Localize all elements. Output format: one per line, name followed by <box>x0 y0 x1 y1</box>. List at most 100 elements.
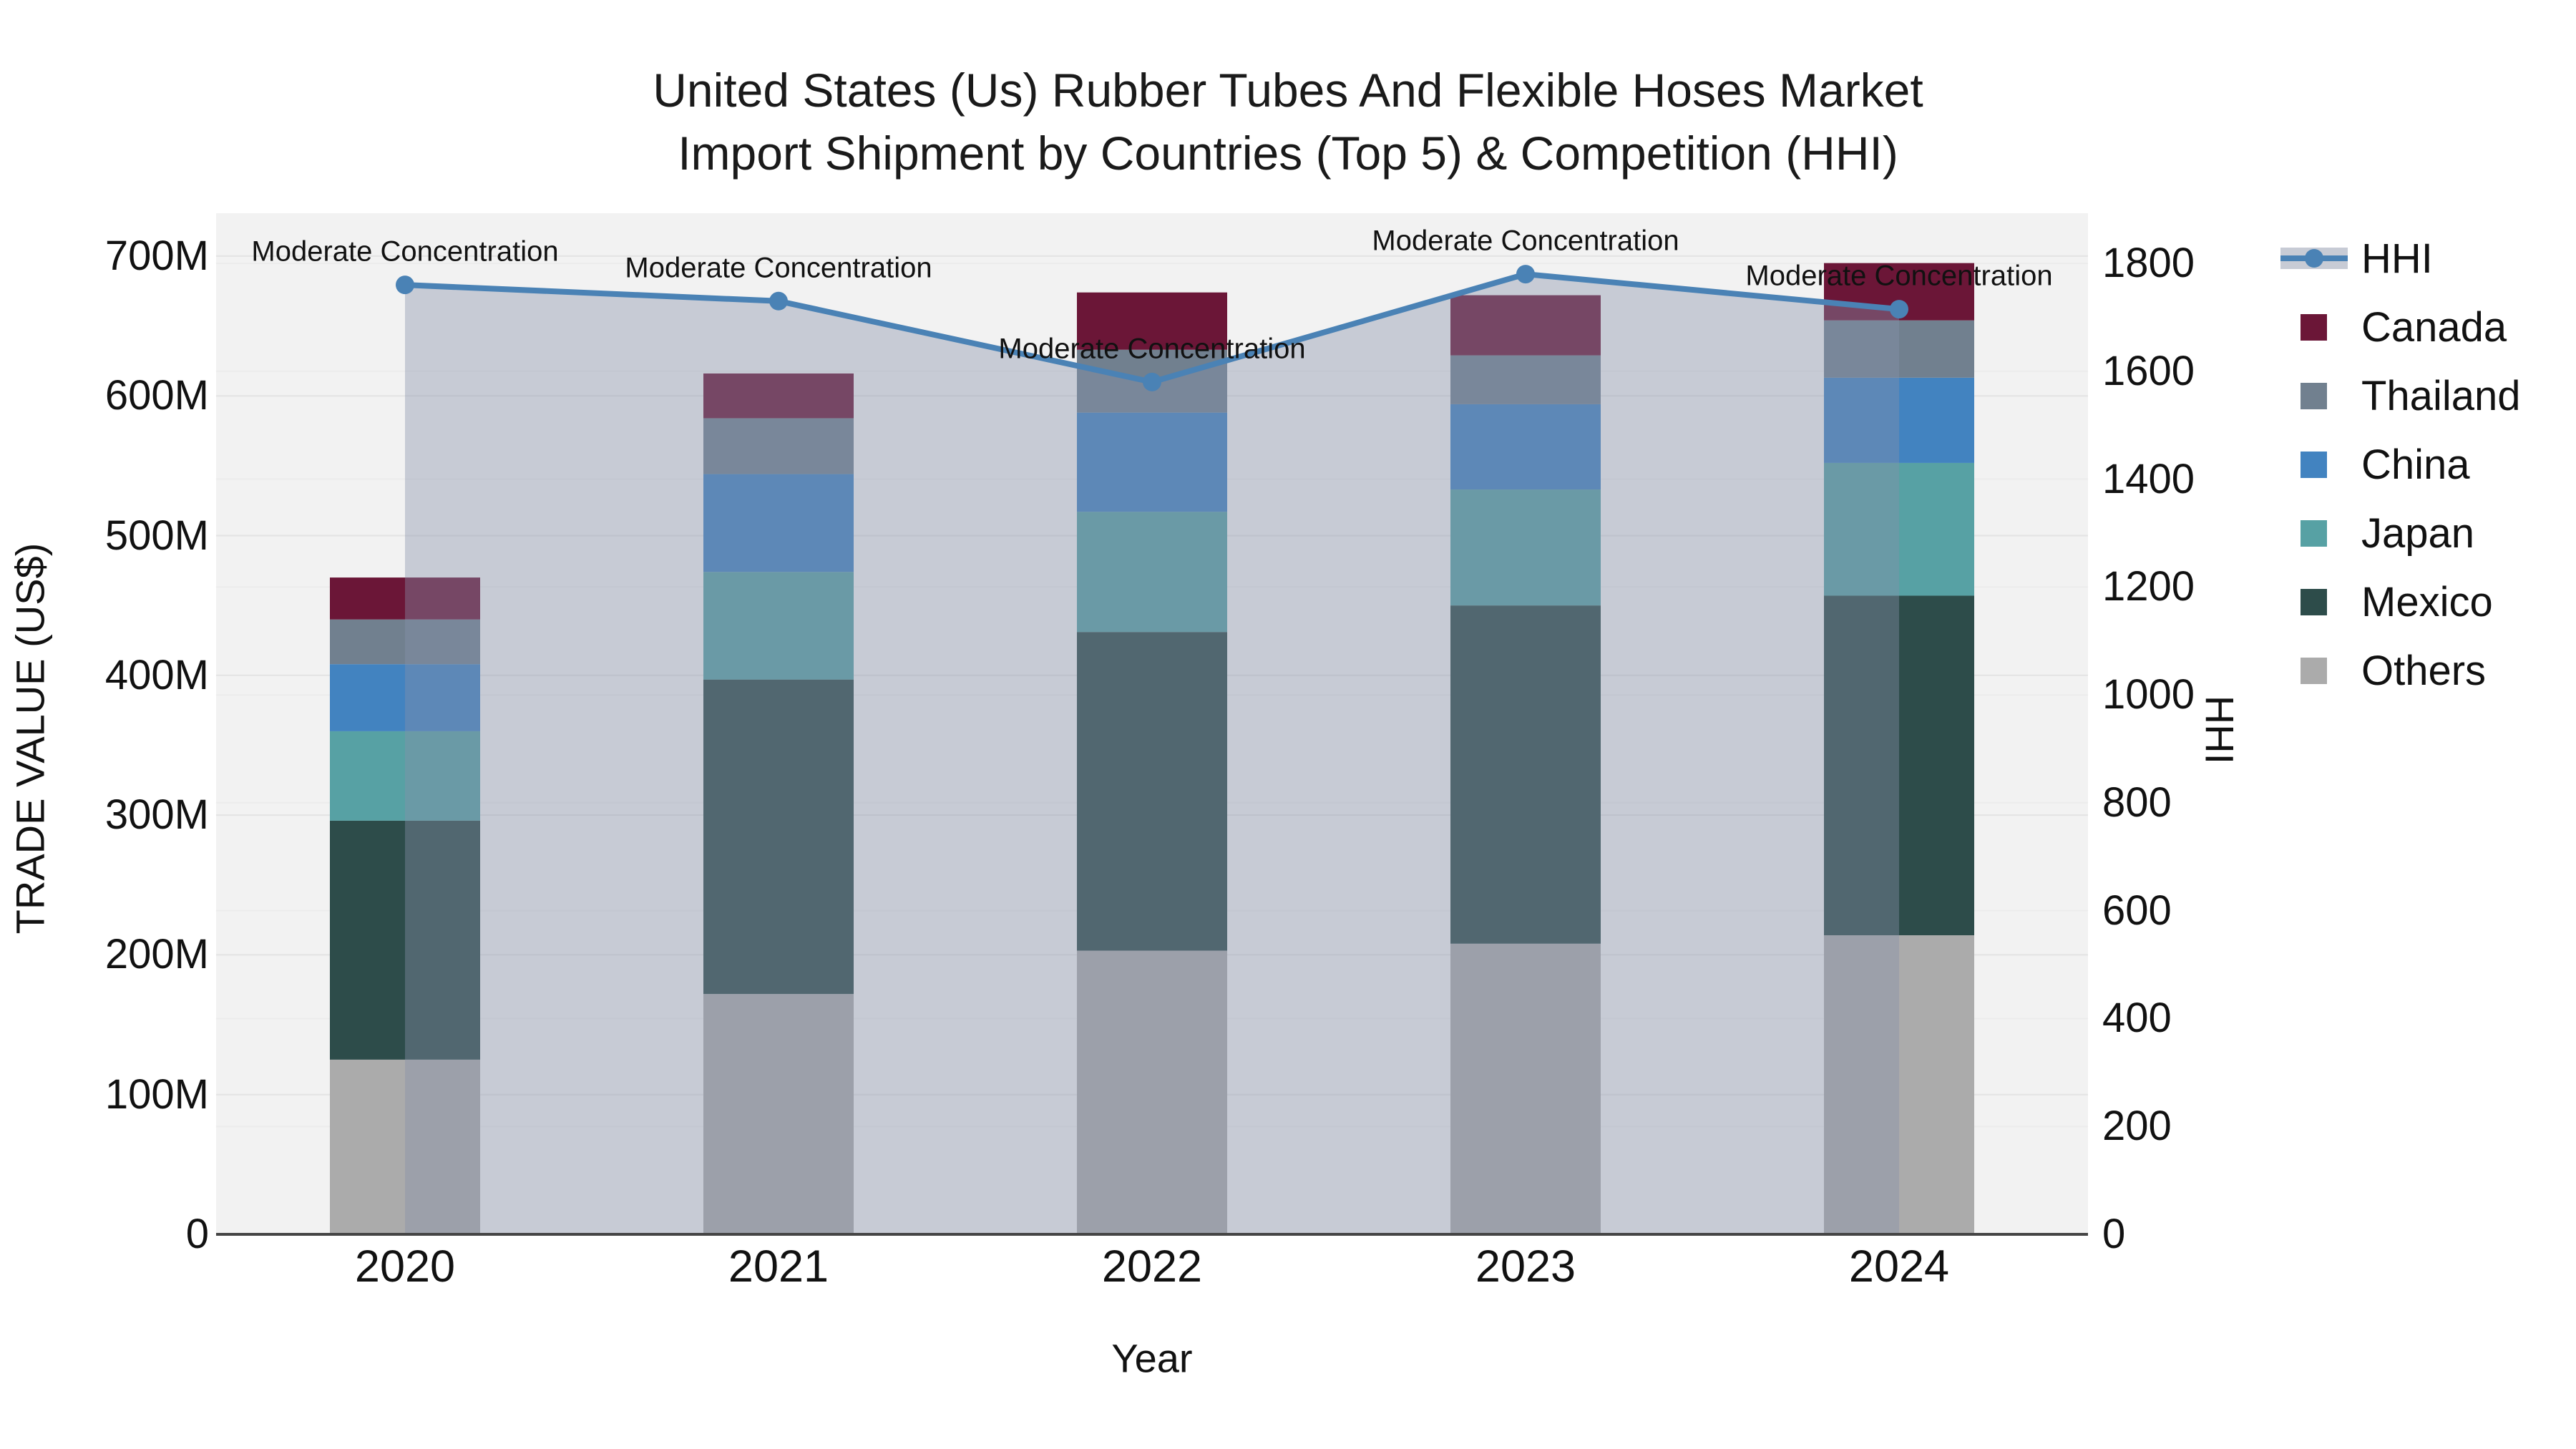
annotation-2020: Moderate Concentration <box>251 235 559 268</box>
hhi-legend-band <box>2280 248 2348 269</box>
legend-label-thailand: Thailand <box>2361 372 2521 419</box>
bar-segment-canada-2021 <box>703 373 854 419</box>
x-axis-title: Year <box>1111 1335 1193 1381</box>
legend-swatch-icon-japan <box>2301 519 2327 547</box>
bar-segment-canada-2023 <box>1450 295 1601 356</box>
bar-segment-others-2024 <box>1824 935 1974 1234</box>
bar-segment-thailand-2023 <box>1450 355 1601 404</box>
legend-label-hhi: HHI <box>2361 235 2433 282</box>
bar-segment-thailand-2024 <box>1824 320 1974 378</box>
bar-segment-thailand-2021 <box>703 418 854 474</box>
left-axis-tick-100M: 100M <box>104 1070 209 1118</box>
bar-segment-china-2022 <box>1077 412 1227 512</box>
left-axis-tick-700M: 700M <box>104 232 209 279</box>
hhi-point-2020 <box>396 275 414 295</box>
x-axis-tick-2023: 2023 <box>1475 1241 1576 1292</box>
right-axis-tick-400: 400 <box>2102 995 2172 1042</box>
bar-segment-canada-2022 <box>1077 292 1227 350</box>
right-axis-title: HHI <box>2197 695 2243 765</box>
hhi-point-2022 <box>1143 372 1161 391</box>
legend-item-china[interactable]: China <box>2279 430 2520 499</box>
x-axis-tick-2020: 2020 <box>354 1241 456 1292</box>
right-axis-tick-600: 600 <box>2102 887 2172 934</box>
legend-swatch-icon-china <box>2301 451 2327 478</box>
bar-segment-mexico-2022 <box>1077 632 1227 951</box>
bar-segment-japan-2021 <box>703 572 854 680</box>
right-axis-tick-1200: 1200 <box>2102 563 2195 610</box>
hhi-point-2024 <box>1890 300 1908 319</box>
left-axis-tick-600M: 600M <box>104 372 209 419</box>
legend-symbol-thailand <box>2279 382 2361 409</box>
legend-symbol-china <box>2279 451 2361 478</box>
legend-item-japan[interactable]: Japan <box>2279 499 2520 567</box>
bar-segment-thailand-2020 <box>330 619 480 665</box>
legend-item-hhi[interactable]: HHI <box>2279 224 2520 293</box>
bar-segment-mexico-2023 <box>1450 605 1601 944</box>
annotation-2021: Moderate Concentration <box>625 252 932 284</box>
bar-segment-japan-2020 <box>330 731 480 821</box>
bar-segment-china-2020 <box>330 664 480 731</box>
bar-segment-japan-2023 <box>1450 489 1601 606</box>
bar-segment-japan-2022 <box>1077 512 1227 633</box>
legend-label-canada: Canada <box>2361 303 2507 351</box>
right-axis-tick-0: 0 <box>2102 1211 2126 1257</box>
bar-segment-canada-2020 <box>330 577 480 620</box>
bar-segment-others-2022 <box>1077 950 1227 1234</box>
annotation-2023: Moderate Concentration <box>1372 225 1679 257</box>
left-axis-tick-200M: 200M <box>104 931 209 978</box>
bar-segment-china-2024 <box>1824 377 1974 463</box>
left-axis-title: TRADE VALUE (US$) <box>7 542 53 935</box>
hhi-legend-marker-icon <box>2305 249 2323 268</box>
bar-segment-others-2023 <box>1450 943 1601 1234</box>
right-axis-tick-1800: 1800 <box>2102 240 2195 286</box>
legend-symbol-others <box>2279 657 2361 684</box>
legend-symbol-hhi <box>2279 248 2361 269</box>
bar-segment-china-2021 <box>703 474 854 572</box>
legend-symbol-mexico <box>2279 588 2361 615</box>
bar-segment-china-2023 <box>1450 404 1601 490</box>
legend-symbol-canada <box>2279 313 2361 341</box>
legend-label-mexico: Mexico <box>2361 578 2493 625</box>
legend-symbol-japan <box>2279 519 2361 547</box>
x-axis-tick-2021: 2021 <box>728 1241 829 1292</box>
right-axis-tick-1000: 1000 <box>2102 671 2195 718</box>
hhi-point-2021 <box>769 291 788 311</box>
bar-segment-mexico-2020 <box>330 820 480 1060</box>
x-axis-tick-2024: 2024 <box>1848 1241 1950 1292</box>
bar-segment-mexico-2021 <box>703 679 854 995</box>
legend-swatch-icon-thailand <box>2301 382 2327 409</box>
left-axis-tick-300M: 300M <box>104 791 209 839</box>
x-axis-tick-2022: 2022 <box>1101 1241 1203 1292</box>
legend-label-others: Others <box>2361 647 2487 694</box>
legend-swatch-icon-mexico <box>2301 588 2327 615</box>
right-axis-tick-1400: 1400 <box>2102 455 2195 502</box>
legend-swatch-icon-canada <box>2301 313 2327 341</box>
right-axis-tick-1600: 1600 <box>2102 347 2195 394</box>
legend: HHI Canada Thailand China Japan Mexico Others <box>2279 224 2520 705</box>
legend-item-others[interactable]: Others <box>2279 636 2520 705</box>
legend-item-canada[interactable]: Canada <box>2279 293 2520 361</box>
bar-segment-others-2020 <box>330 1059 480 1234</box>
chart-title-line1: United States (Us) Rubber Tubes And Flex… <box>653 64 1923 117</box>
legend-label-japan: Japan <box>2361 509 2475 557</box>
legend-item-mexico[interactable]: Mexico <box>2279 567 2520 636</box>
left-axis-tick-500M: 500M <box>104 512 209 559</box>
chart-title: United States (Us) Rubber Tubes And Flex… <box>0 59 2576 185</box>
bar-segment-japan-2024 <box>1824 462 1974 596</box>
annotation-2022: Moderate Concentration <box>998 333 1306 365</box>
chart-title-line2: Import Shipment by Countries (Top 5) & C… <box>678 127 1898 180</box>
right-axis-tick-800: 800 <box>2102 779 2172 826</box>
legend-item-thailand[interactable]: Thailand <box>2279 361 2520 430</box>
legend-swatch-icon-others <box>2301 657 2327 684</box>
left-axis-tick-0: 0 <box>185 1211 209 1257</box>
left-axis-tick-400M: 400M <box>104 651 209 698</box>
hhi-fill-area <box>405 274 1899 1235</box>
annotation-2024: Moderate Concentration <box>1745 260 2053 292</box>
right-axis-tick-200: 200 <box>2102 1103 2172 1150</box>
bar-segment-others-2021 <box>703 994 854 1234</box>
legend-label-china: China <box>2361 441 2470 488</box>
bar-segment-mexico-2024 <box>1824 595 1974 936</box>
hhi-point-2023 <box>1516 265 1535 284</box>
